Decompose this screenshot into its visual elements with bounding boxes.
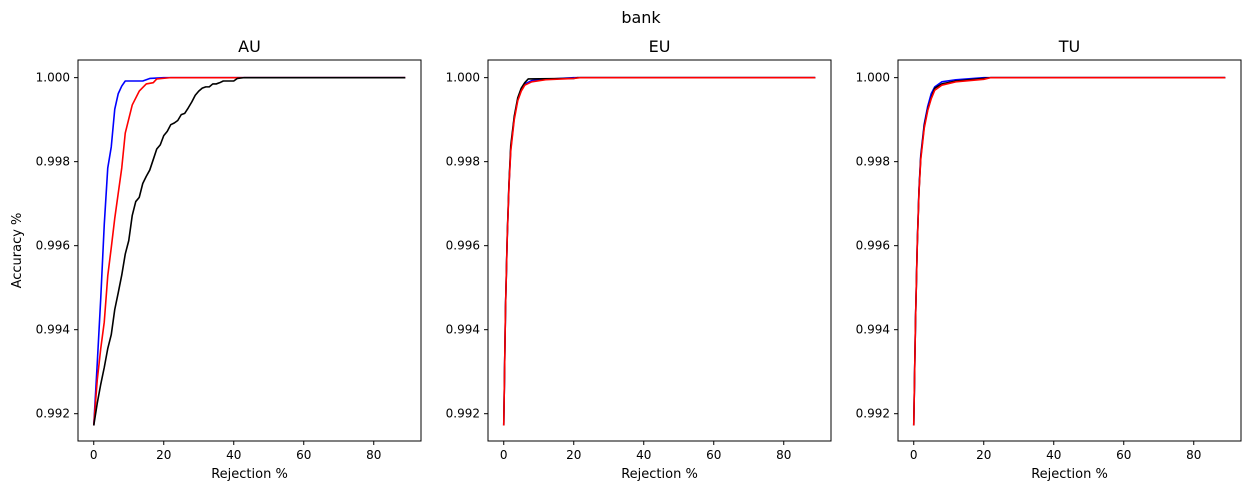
y-tick-label: 0.992 (446, 407, 480, 421)
x-tick-label: 20 (566, 448, 581, 462)
x-tick-label: 40 (636, 448, 651, 462)
y-tick-label: 0.996 (446, 239, 480, 253)
x-tick-label: 20 (976, 448, 991, 462)
subplot-au: AU 0 20 40 60 80 0.992 0.994 0.996 0.998 1.000 Reje… (10, 37, 422, 482)
y-tick-label: 0.994 (36, 323, 70, 337)
x-tick-label: 0 (500, 448, 508, 462)
subplot-title: TU (1058, 37, 1080, 56)
subplots: AU 0 20 40 60 80 0.992 0.994 0.996 0.998 1.000 Reje… (10, 37, 1242, 482)
axes-frame (897, 59, 1242, 442)
x-axis-label: Rejection % (621, 467, 698, 482)
y-axis-label: Accuracy % (10, 213, 25, 289)
y-tick-label: 0.992 (36, 407, 70, 421)
series-line-0 (92, 76, 406, 426)
y-tick-label: 0.992 (856, 407, 890, 421)
y-tick-label: 0.998 (856, 155, 890, 169)
subplot-tu: TU 0 20 40 60 80 0.992 0.994 0.996 0.998 1.000 Reje… (856, 37, 1242, 482)
x-tick-label: 0 (90, 448, 98, 462)
subplot-title: EU (649, 37, 671, 56)
x-tick-label: 0 (910, 448, 918, 462)
x-axis-label: Rejection % (211, 467, 288, 482)
axes-frame (77, 59, 422, 442)
figure-title: bank (621, 8, 661, 27)
x-tick-label: 80 (366, 448, 381, 462)
y-tick-label: 0.994 (856, 323, 890, 337)
series-line-2 (502, 76, 816, 426)
subplot-title: AU (238, 37, 261, 56)
y-tick-label: 0.996 (36, 239, 70, 253)
x-tick-label: 60 (1116, 448, 1131, 462)
subplot-eu: EU 0 20 40 60 80 0.992 0.994 0.996 0.998 1.000 Reje… (446, 37, 832, 482)
y-tick-label: 0.998 (446, 155, 480, 169)
axes-frame (487, 59, 832, 442)
x-tick-label: 20 (156, 448, 171, 462)
series-line-1 (92, 76, 406, 426)
series-line-2 (912, 76, 1226, 426)
x-tick-label: 60 (706, 448, 721, 462)
y-tick-label: 1.000 (856, 71, 890, 85)
x-tick-label: 40 (1046, 448, 1061, 462)
y-tick-label: 0.994 (446, 323, 480, 337)
y-tick-label: 1.000 (446, 71, 480, 85)
x-axis-label: Rejection % (1031, 467, 1108, 482)
x-tick-label: 60 (296, 448, 311, 462)
x-tick-label: 40 (226, 448, 241, 462)
y-tick-label: 0.996 (856, 239, 890, 253)
x-tick-label: 80 (1186, 448, 1201, 462)
y-tick-label: 0.998 (36, 155, 70, 169)
series-line-2 (92, 76, 406, 426)
x-tick-label: 80 (776, 448, 791, 462)
y-tick-label: 1.000 (36, 71, 70, 85)
